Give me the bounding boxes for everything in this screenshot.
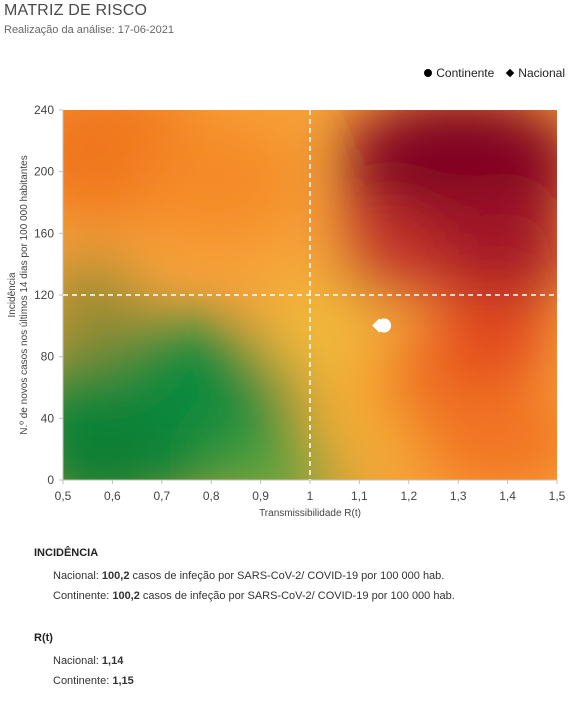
rt-section: R(t)	[34, 632, 53, 644]
x-tick-label: 1,4	[499, 489, 516, 503]
page-title: MATRIZ DE RISCO	[4, 2, 148, 19]
x-axis-label: Transmissibilidade R(t)	[259, 508, 361, 519]
incidencia-nacional-label: Nacional:	[53, 570, 102, 582]
incidencia-continente-label: Continente:	[53, 590, 113, 602]
x-tick-label: 1	[307, 489, 314, 503]
chart-legend: Continente Nacional	[424, 66, 565, 80]
data-points	[372, 318, 392, 333]
rt-continente-value: 1,15	[112, 675, 134, 687]
x-tick-label: 1,5	[549, 489, 566, 503]
x-tick-label: 0,8	[203, 489, 220, 503]
rt-continente-label: Continente:	[53, 675, 113, 687]
rt-continente-line: Continente: 1,15	[53, 675, 134, 687]
y-tick-label: 40	[41, 411, 55, 425]
rt-title: R(t)	[34, 632, 53, 644]
incidencia-title: INCIDÊNCIA	[34, 547, 99, 559]
y-tick-label: 160	[34, 226, 54, 240]
rt-nacional-label: Nacional:	[53, 655, 102, 667]
y-tick-label: 240	[34, 103, 54, 117]
x-tick-label: 0,7	[153, 489, 170, 503]
legend-label-nacional: Nacional	[518, 66, 565, 80]
x-tick-label: 0,5	[55, 489, 72, 503]
diamond-marker-icon	[506, 68, 515, 78]
analysis-date: Realização da análise: 17-06-2021	[4, 24, 175, 36]
x-tick-label: 1,1	[351, 489, 368, 503]
x-tick-label: 1,2	[400, 489, 417, 503]
x-tick-label: 0,6	[104, 489, 121, 503]
y-tick-label: 0	[47, 473, 54, 487]
threshold-lines	[63, 110, 557, 480]
y-tick-label: 80	[41, 350, 55, 364]
y-tick-label: 120	[34, 288, 54, 302]
incidencia-continente-value: 100,2	[112, 590, 140, 602]
point-nacional	[372, 318, 387, 333]
incidencia-section: INCIDÊNCIA	[34, 547, 98, 559]
incidencia-nacional-value: 100,2	[101, 570, 130, 582]
incidencia-continente-text: casos de infeção por SARS-CoV-2/ COVID-1…	[139, 590, 455, 602]
rt-nacional-line: Nacional: 1,14	[53, 655, 123, 667]
x-tick-label: 1,3	[450, 489, 467, 503]
x-tick-label: 0,9	[252, 489, 269, 503]
rt-nacional-value: 1,14	[101, 655, 124, 667]
incidencia-nacional-text: casos de infeção por SARS-CoV-2/ COVID-1…	[129, 570, 445, 582]
risk-matrix-chart: 0,5 0,6 0,7 0,8 0,9 1 1,1 1,2 1,3 1,4 1,5 0 40 80 120 1…	[7, 103, 566, 519]
y-axis-label-line2: N.º de novos casos nos últimos 14 dias p…	[19, 155, 30, 434]
legend-label-continente: Continente	[436, 66, 495, 80]
incidencia-nacional-line: Nacional: 100,2 casos de infeção por SAR…	[53, 570, 444, 582]
y-tick-label: 200	[34, 165, 54, 179]
incidencia-continente-line: Continente: 100,2 casos de infeção por S…	[53, 590, 455, 602]
risk-heatmap-background	[63, 110, 557, 480]
circle-marker-icon	[424, 69, 433, 77]
legend-item-continente: Continente	[424, 66, 494, 80]
y-axis-label-line1: Incidência	[7, 272, 18, 317]
legend-item-nacional: Nacional	[506, 66, 565, 80]
